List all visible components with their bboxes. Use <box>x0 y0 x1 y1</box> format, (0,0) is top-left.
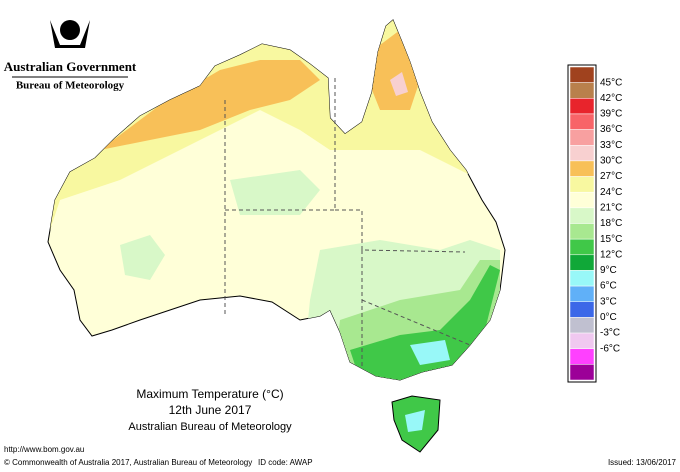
legend-label: 30°C <box>600 156 622 167</box>
legend-swatch <box>569 66 595 83</box>
legend-swatch <box>569 254 595 271</box>
id-code: ID code: AWAP <box>258 458 313 467</box>
legend-swatch <box>569 317 595 334</box>
legend-swatch <box>569 332 595 349</box>
legend-label: 36°C <box>600 124 622 135</box>
legend-label: 21°C <box>600 202 622 213</box>
legend-label: 18°C <box>600 218 622 229</box>
legend-swatch <box>569 191 595 209</box>
issued: Issued: 13/06/2017 <box>608 458 677 467</box>
legend-label: 6°C <box>600 281 617 292</box>
legend-label: -3°C <box>600 328 620 339</box>
legend-swatch <box>569 238 595 256</box>
legend-swatch <box>569 82 595 99</box>
url: http://www.bom.gov.au <box>4 445 84 454</box>
legend-label: 12°C <box>600 249 622 260</box>
copyright: © Commonwealth of Australia 2017, Austra… <box>4 458 252 467</box>
legend-swatch <box>569 176 595 193</box>
legend-swatch <box>569 145 595 162</box>
legend-swatch <box>569 364 595 381</box>
legend-label: 9°C <box>600 265 617 276</box>
legend-label: 0°C <box>600 312 617 323</box>
legend-swatch <box>569 129 595 146</box>
bureau: Bureau of Meteorology <box>16 80 125 92</box>
legend-label: 24°C <box>600 187 622 198</box>
legend-swatch <box>569 113 595 130</box>
legend-label: 33°C <box>600 140 622 151</box>
legend-swatch <box>569 285 595 303</box>
legend-swatch <box>569 207 595 224</box>
legend: 45°C 42°C 39°C 36°C 33°C 30°C 27°C 24°C 21°C 18°C… <box>567 64 622 383</box>
source: Australian Bureau of Meteorology <box>128 421 292 433</box>
title: Maximum Temperature (°C) <box>136 387 283 401</box>
legend-swatch <box>569 301 595 318</box>
date: 12th June 2017 <box>169 403 252 417</box>
legend-label: 42°C <box>600 93 622 104</box>
legend-label: -6°C <box>600 343 620 354</box>
legend-label: 15°C <box>600 234 622 245</box>
legend-swatch <box>569 223 595 240</box>
legend-swatch <box>569 98 595 115</box>
legend-label: 27°C <box>600 171 622 182</box>
legend-swatch <box>569 160 595 177</box>
legend-label: 39°C <box>600 109 622 120</box>
legend-swatch <box>569 270 595 287</box>
legend-label: 3°C <box>600 296 617 307</box>
government: Australian Government <box>4 59 137 74</box>
legend-label: 45°C <box>600 77 622 88</box>
legend-swatch <box>569 348 595 365</box>
crest <box>50 20 90 48</box>
